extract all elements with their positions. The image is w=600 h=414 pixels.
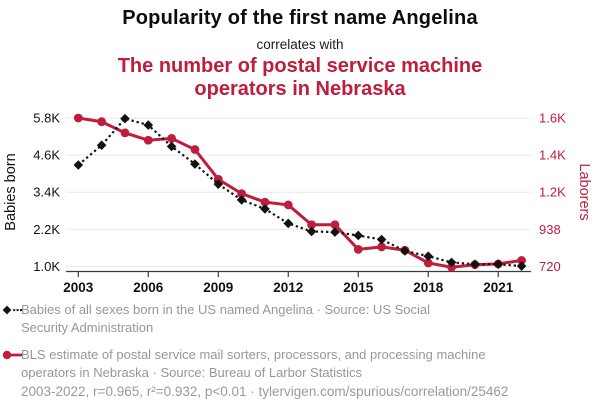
correlates-with-label: correlates with [256,37,344,52]
x-tick-label: 2021 [483,280,514,295]
laborers-series [73,113,526,272]
right-tick-label: 1.6K [539,111,566,126]
data-point-marker [190,159,200,169]
data-point-marker [283,200,293,210]
x-tick-label: 2018 [413,280,444,295]
data-point-marker [517,256,526,265]
data-point-marker [400,246,410,256]
data-point-marker [353,244,363,254]
page-title: Popularity of the first name Angelina [122,7,478,29]
data-point-marker [447,262,456,272]
legend-label-babies-line2: Security Administration [21,319,154,335]
correlated-variable-line1: The number of postal service machine [117,55,483,77]
data-point-marker [237,189,247,199]
left-tick-label: 3.4K [33,185,60,200]
left-tick-label: 2.2K [33,222,60,237]
left-tick-label: 5.8K [33,111,60,126]
data-point-marker [143,120,154,130]
correlated-variable-title: The number of postal service machine ope… [0,55,600,100]
legend-label-babies-line1: Babies of all sexes born in the US named… [21,302,431,317]
right-tick-label: 720 [539,259,561,274]
correlation-chart: 2003 2006 2009 2012 2015 2018 2021 5.8K 4.6K 3.4K… [3,111,592,296]
babies-series [73,113,527,271]
legend-label-laborers-line1: BLS estimate of postal service mail sort… [21,347,486,362]
gridlines [66,117,531,267]
data-point-marker [353,230,364,241]
data-point-marker [423,258,433,268]
data-point-marker [97,117,107,127]
x-tick-label: 2015 [343,280,374,295]
legend-label-laborers: BLS estimate of postal service mail sort… [21,346,591,381]
x-tick-label: 2003 [63,280,94,295]
right-axis: 1.6K 1.4K 1.2K 938 720 Laborers [539,111,592,274]
x-tick-label: 2009 [203,280,233,295]
data-point-marker [236,195,247,205]
left-tick-label: 1.0K [33,259,60,274]
data-point-marker [516,261,527,271]
data-point-marker [283,218,294,229]
left-tick-label: 4.6K [33,148,60,163]
data-point-marker [470,259,480,270]
data-point-marker [260,197,270,207]
data-point-marker [120,113,130,124]
stats-footer: 2003-2022, r=0.965, r²=0.932, p<0.01 · t… [21,384,509,399]
data-point-marker [330,227,340,237]
data-point-marker [73,113,83,123]
data-point-marker [306,226,317,237]
x-axis: 2003 2006 2009 2012 2015 2018 2021 [63,270,531,295]
data-point-marker [307,220,316,230]
babies-series-line [77,117,522,268]
data-point-marker [96,140,107,151]
data-point-marker [377,242,386,252]
data-point-marker [73,160,84,170]
legend-label-laborers-line2: operators in Nebraska · Source: Bureau o… [21,364,363,380]
data-point-marker [446,257,457,268]
correlated-variable-line2: operators in Nebraska [194,77,406,100]
data-point-marker [120,128,130,138]
data-point-marker [166,141,177,152]
right-tick-label: 1.4K [539,148,566,163]
data-point-marker [213,179,224,189]
data-point-marker [330,220,340,230]
data-point-marker [493,259,504,270]
data-point-marker [423,251,434,261]
right-axis-title: Laborers [576,163,592,220]
data-point-marker [376,234,387,245]
right-tick-label: 1.2K [539,185,566,200]
data-point-marker [190,145,200,154]
x-tick-label: 2012 [273,280,303,295]
left-axis: 5.8K 4.6K 3.4K 2.2K 1.0K Babies born [3,111,60,274]
right-tick-label: 938 [539,222,561,237]
x-tick-label: 2006 [133,280,164,295]
data-point-marker [260,204,270,214]
red-circle-solid-marker-icon [2,350,22,360]
legend-label-babies: Babies of all sexes born in the US named… [21,301,591,336]
left-axis-title: Babies born [3,153,19,230]
data-point-marker [167,134,177,143]
data-point-marker [143,135,153,145]
black-diamond-dashed-marker-icon [2,305,22,315]
